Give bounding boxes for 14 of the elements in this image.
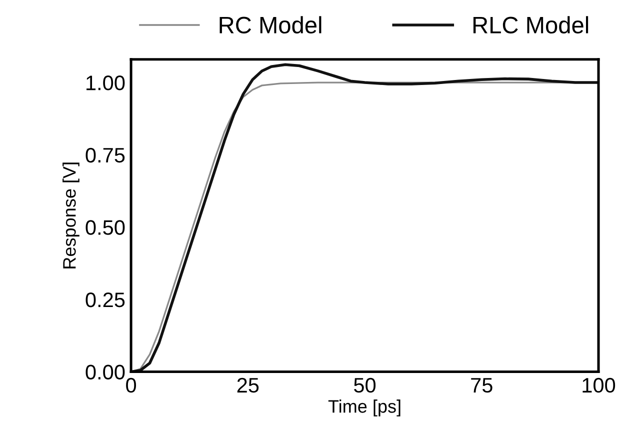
x-axis-title: Time [ps] bbox=[328, 400, 400, 416]
x-tick-label: 100 bbox=[582, 378, 616, 393]
y-tick-label: 0.50 bbox=[86, 220, 125, 235]
y-tick-label: 1.00 bbox=[86, 76, 125, 90]
y-tick-label: 0.00 bbox=[86, 364, 125, 380]
legend-label: RLC Model bbox=[473, 16, 588, 34]
legend-label: RC Model bbox=[220, 16, 322, 34]
y-axis-title: Response [V] bbox=[62, 162, 80, 268]
y-tick-label: 0.25 bbox=[86, 292, 125, 308]
x-tick-label: 50 bbox=[354, 378, 376, 393]
x-tick-label: 0 bbox=[126, 378, 136, 393]
y-tick-label: 0.75 bbox=[86, 148, 125, 163]
x-tick-label: 75 bbox=[471, 378, 492, 393]
x-tick-label: 25 bbox=[237, 378, 259, 393]
